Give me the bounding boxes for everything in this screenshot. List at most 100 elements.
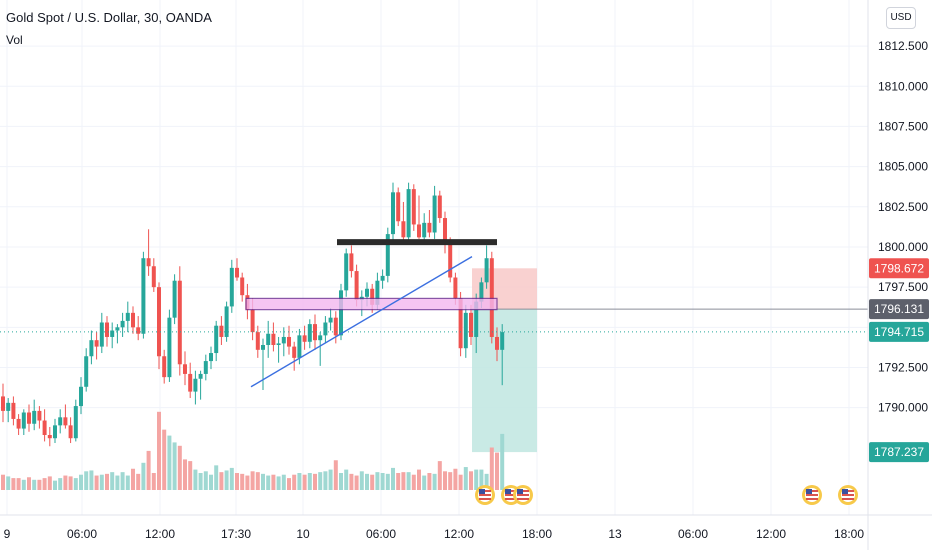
volume-bar	[157, 411, 161, 490]
candle-body	[318, 335, 323, 341]
supply-zone	[245, 297, 498, 311]
y-tick-label: 1810.000	[878, 79, 928, 93]
volume-bar	[219, 472, 224, 490]
price-badge: 1794.715	[869, 321, 929, 342]
candle-body	[380, 275, 385, 281]
volume-bar	[448, 472, 453, 490]
volume-bar	[292, 474, 297, 490]
volume-bar	[110, 472, 115, 490]
economic-event-icon	[475, 485, 495, 505]
y-tick-label: 1792.500	[878, 361, 928, 375]
x-tick-label: 17:30	[221, 527, 251, 541]
candle-body	[469, 312, 473, 337]
candle-body	[344, 253, 349, 291]
candle-body	[370, 288, 375, 305]
x-tick-label: 12:00	[756, 527, 786, 541]
candle-body	[229, 267, 234, 307]
volume-bar	[344, 469, 349, 490]
candle-body	[203, 361, 208, 374]
candle-body	[333, 317, 338, 336]
candle-body	[240, 277, 245, 296]
candle-body	[266, 333, 271, 345]
volume-bar	[162, 429, 167, 490]
volume-bar	[115, 475, 120, 490]
volume-bar	[42, 478, 47, 490]
candle-body	[193, 378, 198, 392]
candle-body	[105, 322, 109, 337]
currency-button[interactable]: USD	[886, 7, 916, 29]
trendline	[250, 256, 473, 388]
volume-bar	[105, 473, 109, 490]
candle-body	[354, 271, 359, 300]
volume-bar	[120, 472, 125, 490]
candle-body	[261, 345, 265, 350]
volume-bar	[245, 475, 250, 490]
volume-bar	[21, 479, 26, 490]
volume-bar	[136, 473, 141, 490]
economic-event-icon	[838, 485, 858, 505]
volume-bar	[474, 469, 479, 490]
volume-bar	[188, 461, 193, 490]
volume-bar	[250, 471, 255, 490]
volume-bar	[167, 435, 172, 490]
candle-body	[297, 335, 302, 358]
volume-bar	[333, 460, 338, 490]
candle-body	[172, 280, 177, 318]
candle-body	[235, 267, 239, 278]
candle-body	[339, 290, 343, 336]
candle-body	[73, 406, 78, 439]
candle-body	[323, 322, 328, 336]
volume-bar	[479, 469, 484, 490]
y-tick-label: 1790.000	[878, 401, 928, 415]
price-badge: 1787.237	[869, 442, 929, 463]
volume-bar	[271, 474, 276, 490]
volume-bar	[484, 473, 489, 490]
x-tick-label: 18:00	[834, 527, 864, 541]
candle-body	[432, 195, 437, 233]
candle-body	[58, 417, 63, 426]
candle-body	[16, 418, 21, 429]
indicator-label[interactable]: Vol	[6, 33, 23, 47]
candle-body	[42, 420, 47, 435]
candle-body	[79, 386, 83, 407]
price-badge-label: 1787.237	[874, 445, 924, 459]
volume-bar	[16, 478, 21, 490]
grid	[0, 0, 868, 515]
candle-body	[463, 312, 468, 349]
volume-bar	[146, 450, 151, 490]
price-badge-label: 1798.672	[874, 261, 924, 275]
candle-body	[349, 253, 354, 272]
volume-bar	[339, 473, 343, 490]
y-tick-label: 1800.000	[878, 240, 928, 254]
economic-event-icon	[513, 485, 533, 505]
candle-body	[146, 258, 151, 267]
candle-body	[255, 332, 260, 350]
candle-body	[375, 280, 380, 305]
volume-bar	[32, 479, 37, 490]
candle-body	[131, 312, 135, 328]
volume-bar	[47, 476, 52, 490]
volume-bar	[229, 467, 234, 490]
candle-body	[1, 396, 5, 411]
candle-body	[120, 320, 125, 328]
candle-body	[47, 435, 52, 439]
candle-body	[162, 356, 167, 378]
annotations	[0, 239, 868, 505]
x-tick-label: 18:00	[522, 527, 552, 541]
candle-body	[437, 195, 442, 219]
x-tick-label: 06:00	[678, 527, 708, 541]
candle-body	[484, 258, 489, 283]
candle-body	[385, 234, 390, 276]
candle-body	[292, 346, 297, 358]
y-tick-label: 1805.000	[878, 160, 928, 174]
x-tick-label: 12:00	[145, 527, 175, 541]
volume-bar	[68, 476, 73, 490]
volume-bar	[209, 474, 213, 490]
volume-bar	[27, 477, 31, 490]
volume-bar	[79, 474, 83, 490]
candle-body	[313, 324, 317, 341]
candle-body	[458, 298, 463, 349]
